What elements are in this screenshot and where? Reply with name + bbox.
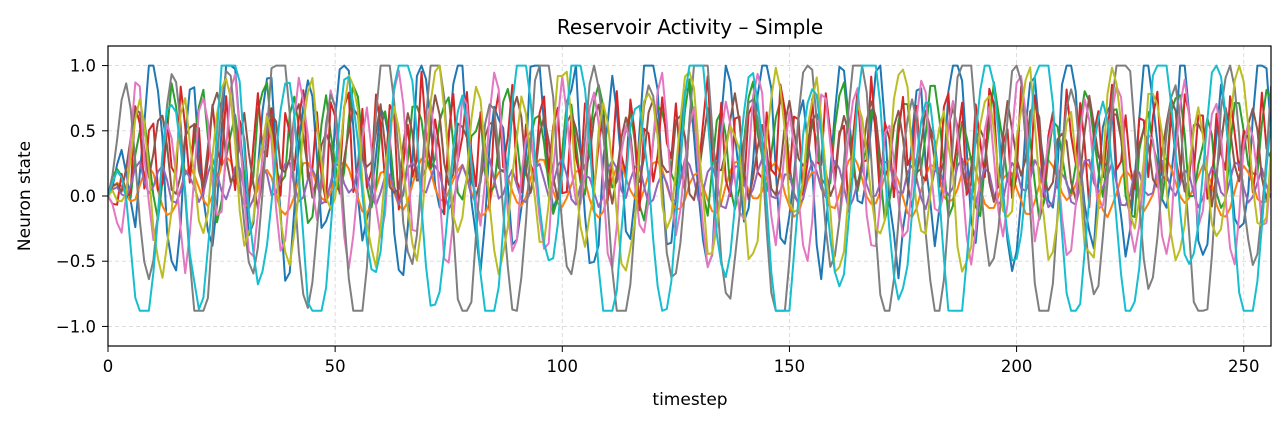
series-line — [108, 157, 1271, 210]
y-tick-label: 0.5 — [70, 122, 96, 141]
x-tick-label: 150 — [774, 357, 806, 376]
y-axis-label: Neuron state — [15, 141, 35, 251]
series-line — [108, 64, 1271, 312]
y-axis-ticks: −1.0 −0.5 0.0 0.5 1.0 — [56, 57, 108, 336]
plot-area — [108, 64, 1271, 312]
x-tick-label: 200 — [1001, 357, 1033, 376]
series-line — [108, 64, 1271, 312]
y-tick-label: 0.0 — [70, 187, 96, 206]
y-tick-label: 1.0 — [70, 57, 96, 76]
series-lines — [108, 64, 1271, 312]
y-tick-label: −1.0 — [56, 317, 96, 336]
chart-title: Reservoir Activity – Simple — [557, 15, 823, 39]
x-tick-label: 0 — [103, 357, 114, 376]
x-tick-label: 250 — [1228, 357, 1260, 376]
y-tick-label: −0.5 — [56, 252, 96, 271]
x-tick-label: 50 — [325, 357, 346, 376]
x-axis-ticks: 0 50 100 150 200 250 — [103, 346, 1260, 376]
x-tick-label: 100 — [547, 357, 579, 376]
x-axis-label: timestep — [652, 390, 727, 410]
